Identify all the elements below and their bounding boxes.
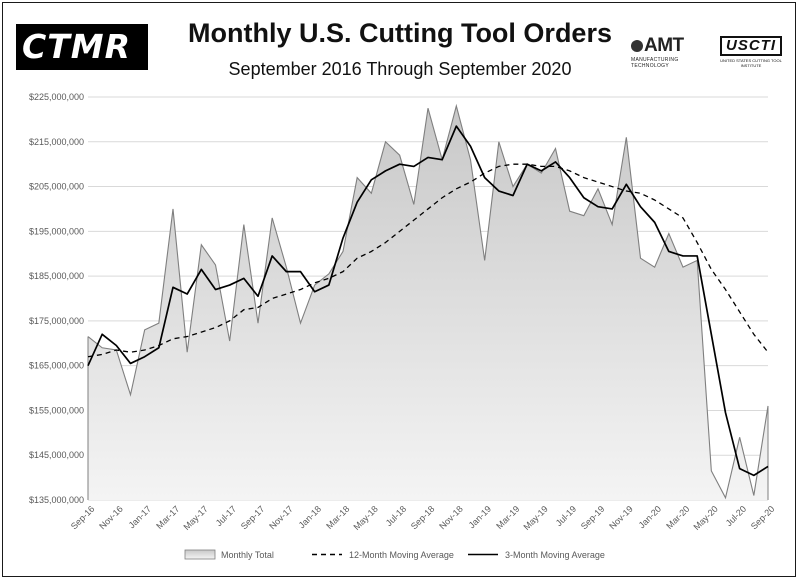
uscti-logo-tagline: UNITED STATES CUTTING TOOL INSTITUTE	[720, 58, 782, 68]
x-tick-label: Sep-18	[409, 504, 437, 532]
y-tick-label: $185,000,000	[29, 271, 84, 281]
x-tick-label: Jan-19	[467, 504, 494, 531]
amt-logo-text: AMT	[644, 35, 684, 56]
amt-logo-tagline: MANUFACTURING TECHNOLOGY	[631, 57, 679, 69]
uscti-logo-mark: USCTI	[720, 36, 782, 56]
legend-swatch-monthly-total	[184, 549, 216, 560]
amt-logo-mark: AMT	[631, 36, 711, 56]
x-axis-ticks: Sep-16 Nov-16 Jan-17 Mar-17 May-17 Jul-17 Sep-…	[69, 504, 777, 532]
x-tick-label: Jul-17	[214, 504, 238, 528]
y-tick-label: $135,000,000	[29, 495, 84, 505]
y-tick-label: $155,000,000	[29, 405, 84, 415]
x-tick-label: May-19	[522, 504, 550, 532]
x-tick-label: Jul-18	[384, 504, 408, 528]
y-tick-label: $205,000,000	[29, 182, 84, 192]
legend-label-3-month-average: 3-Month Moving Average	[505, 550, 605, 560]
monthly-total-line	[87, 103, 769, 500]
x-tick-label: Nov-18	[437, 504, 465, 532]
x-tick-label: Mar-17	[154, 504, 181, 531]
x-tick-label: Jan-17	[127, 504, 154, 531]
x-tick-label: Jan-20	[637, 504, 664, 531]
x-tick-label: Jul-20	[724, 504, 748, 528]
line-series-layer	[87, 125, 769, 477]
legend-label-12-month-average: 12-Month Moving Average	[349, 550, 454, 560]
amt-logo: AMT MANUFACTURING TECHNOLOGY	[631, 36, 711, 70]
ctmr-logo: CTMR	[16, 24, 148, 70]
x-tick-label: May-17	[182, 504, 210, 532]
x-tick-label: Mar-18	[324, 504, 351, 531]
y-axis-ticks: $135,000,000 $145,000,000 $155,000,000 $165…	[29, 92, 84, 505]
series-line-12-month-average	[87, 163, 769, 358]
y-tick-label: $225,000,000	[29, 92, 84, 102]
x-tick-label: Sep-17	[239, 504, 267, 532]
legend-label-monthly-total: Monthly Total	[221, 550, 274, 560]
y-tick-label: $175,000,000	[29, 316, 84, 326]
x-tick-label: Jan-18	[297, 504, 324, 531]
y-tick-label: $165,000,000	[29, 361, 84, 371]
x-tick-label: Sep-20	[749, 504, 777, 532]
x-tick-label: Nov-16	[97, 504, 125, 532]
x-tick-label: Nov-17	[267, 504, 295, 532]
ctmr-logo-text: CTMR	[22, 27, 131, 66]
monthly-total-area	[88, 105, 768, 501]
chart-title: Monthly U.S. Cutting Tool Orders	[188, 18, 612, 48]
y-tick-label: $145,000,000	[29, 450, 84, 460]
chart-subtitle: September 2016 Through September 2020	[228, 59, 572, 79]
x-tick-label: May-20	[692, 504, 720, 532]
gear-icon	[631, 40, 643, 52]
x-tick-label: Sep-19	[579, 504, 607, 532]
x-tick-label: Nov-19	[607, 504, 635, 532]
series-line-3-month-average	[87, 125, 769, 477]
y-tick-label: $195,000,000	[29, 226, 84, 236]
area-series-layer	[87, 103, 769, 501]
x-tick-label: Mar-20	[664, 504, 691, 531]
uscti-logo: USCTI UNITED STATES CUTTING TOOL INSTITU…	[714, 36, 788, 70]
legend: Monthly Total 12-Month Moving Average 3-…	[184, 549, 605, 560]
y-tick-label: $215,000,000	[29, 137, 84, 147]
x-tick-label: Mar-19	[494, 504, 521, 531]
x-tick-label: Sep-16	[69, 504, 97, 532]
x-tick-label: Jul-19	[554, 504, 578, 528]
x-tick-label: May-18	[352, 504, 380, 532]
